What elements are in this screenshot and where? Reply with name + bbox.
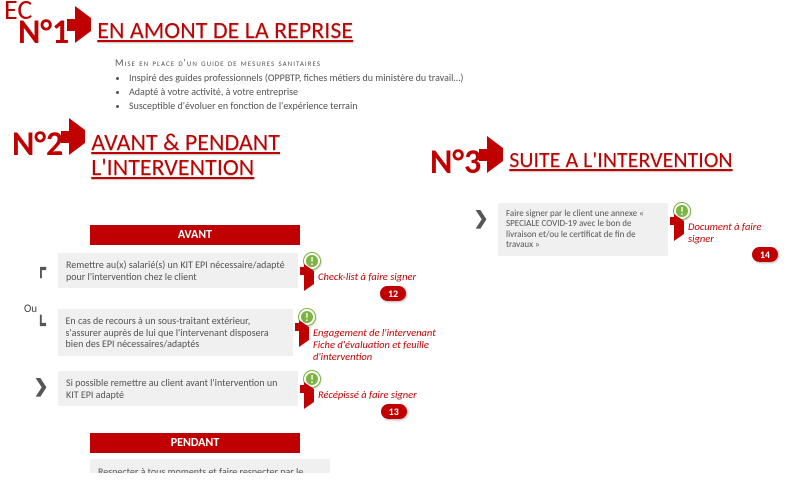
- chevron-icon: ❯: [30, 371, 52, 397]
- doc-label: Check-list à faire signer: [318, 271, 416, 283]
- arrow-icon: [75, 18, 91, 31]
- section-3-title: SUITE A L'INTERVENTION: [509, 148, 732, 171]
- section-3-content: ❯ Faire signer par le client une annexe …: [470, 195, 780, 262]
- ou-label: Ou: [24, 302, 37, 315]
- step-text: Remettre au(x) salarié(s) un KIT EPI néc…: [58, 253, 298, 288]
- bullet: Inspiré des guides professionnels (OPPBT…: [129, 71, 475, 84]
- step-text: Faire signer par le client une annexe « …: [498, 203, 668, 256]
- section-1-subtitle: Mise en place d'un guide de mesures sani…: [115, 56, 475, 113]
- bullet: Adapté à votre activité, à votre entrepr…: [129, 85, 475, 98]
- arrow-icon: [487, 148, 503, 161]
- doc-ref: ! Récépissé à faire signer 13: [304, 371, 417, 419]
- arrow-icon: [304, 389, 314, 402]
- arrow-icon: [304, 271, 314, 284]
- arrow-icon: [299, 327, 309, 340]
- bullet: Susceptible d'évoluer en fonction de l'e…: [129, 99, 475, 112]
- step-text: Si possible remettre au client avant l'i…: [58, 371, 298, 406]
- doc-ref: ! Document à faire signer 14: [674, 203, 778, 262]
- avant-header: AVANT: [90, 225, 300, 245]
- chevron-icon: ❯: [470, 203, 492, 229]
- section-3-num: N°3: [430, 148, 481, 179]
- section-1-num: N°1: [18, 18, 69, 49]
- section-2-num: N°2: [12, 130, 63, 161]
- avant-row: ┍ Remettre au(x) salarié(s) un KIT EPI n…: [30, 253, 440, 301]
- num-badge: 14: [752, 247, 778, 262]
- cutoff-text: Respecter à tous moments et faire respec…: [90, 459, 330, 473]
- doc-label: Récépissé à faire signer: [318, 389, 417, 401]
- corner-up-icon: ┍: [30, 253, 52, 279]
- section-1-title: EN AMONT DE LA REPRISE: [97, 18, 353, 43]
- suite-row: ❯ Faire signer par le client une annexe …: [470, 203, 780, 262]
- doc-label: Engagement de l'intervenant Fiche d'éval…: [313, 327, 440, 363]
- doc-label: Document à faire signer: [688, 221, 778, 245]
- section-2-content: AVANT ┍ Remettre au(x) salarié(s) un KIT…: [30, 225, 440, 473]
- doc-ref: ! Engagement de l'intervenant Fiche d'év…: [299, 309, 440, 363]
- pendant-header: PENDANT: [90, 433, 300, 453]
- title-line-2: L'INTERVENTION: [91, 153, 254, 182]
- arrow-icon: [69, 130, 85, 143]
- section-1-header: N°1 EN AMONT DE LA REPRISE: [18, 18, 353, 49]
- section-3-header: N°3 SUITE A L'INTERVENTION: [430, 148, 733, 179]
- num-badge: 13: [381, 404, 407, 419]
- avant-row: ❯ Si possible remettre au client avant l…: [30, 371, 440, 419]
- section-2-title: AVANT & PENDANT L'INTERVENTION: [91, 130, 280, 180]
- section-2-header: N°2 AVANT & PENDANT L'INTERVENTION: [12, 130, 280, 180]
- section-1-subtitle-text: Mise en place d'un guide de mesures sani…: [115, 56, 475, 69]
- step-text: En cas de recours à un sous-traitant ext…: [58, 309, 293, 356]
- doc-ref: ! Check-list à faire signer 12: [304, 253, 416, 301]
- section-1-bullets: Inspiré des guides professionnels (OPPBT…: [129, 71, 475, 112]
- num-badge: 12: [380, 286, 406, 301]
- arrow-icon: [674, 221, 684, 234]
- avant-row: ┕ En cas de recours à un sous-traitant e…: [30, 309, 440, 363]
